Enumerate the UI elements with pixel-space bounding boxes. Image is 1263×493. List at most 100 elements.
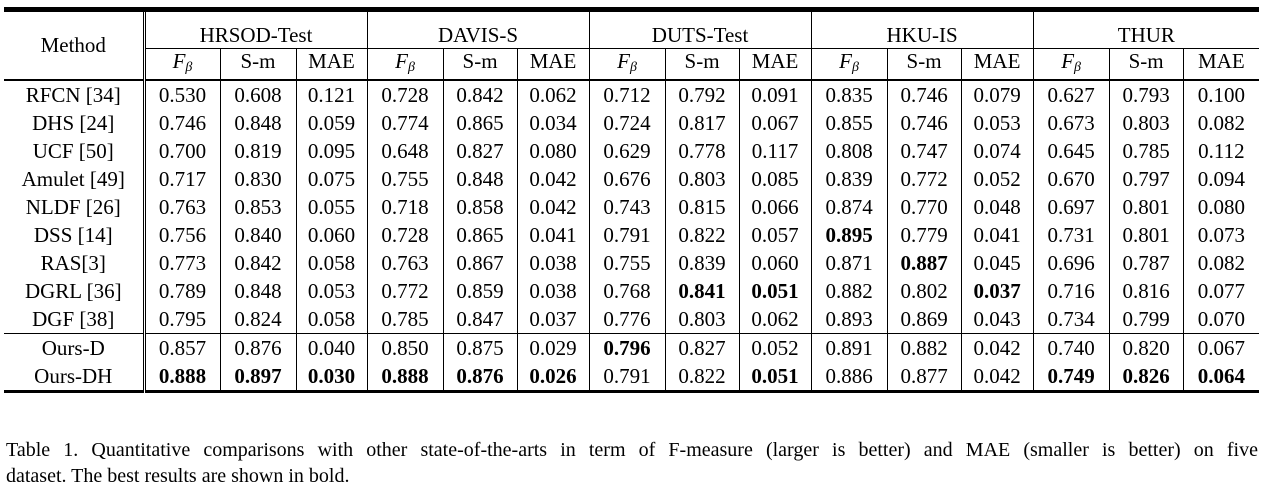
- dataset-header: THUR: [1032, 7, 1260, 49]
- table-row: UCF [50] 0.700 0.819 0.095 0.648 0.827 0.080 0.…: [4, 137, 1260, 165]
- value-cell: 0.026: [516, 362, 590, 393]
- value-cell: 0.776: [588, 305, 666, 334]
- value-cell: 0.718: [366, 193, 444, 221]
- value-cell: 0.670: [1032, 165, 1110, 193]
- value-cell: 0.840: [219, 221, 296, 249]
- value-cell: 0.075: [295, 165, 368, 193]
- value-cell: 0.080: [516, 137, 590, 165]
- value-cell: 0.755: [366, 165, 444, 193]
- value-cell: 0.763: [366, 249, 444, 277]
- value-cell: 0.841: [664, 277, 740, 305]
- value-cell: 0.815: [664, 193, 740, 221]
- value-cell: 0.029: [516, 333, 590, 362]
- value-cell: 0.756: [142, 221, 220, 249]
- value-cell: 0.801: [1108, 221, 1184, 249]
- value-cell: 0.030: [295, 362, 368, 393]
- value-cell: 0.042: [516, 193, 590, 221]
- caption-line: Table 1. Quantitative comparisons with o…: [6, 439, 1258, 461]
- value-cell: 0.778: [664, 137, 740, 165]
- table-caption: Table 1. Quantitative comparisons with o…: [6, 437, 1258, 489]
- value-cell: 0.785: [366, 305, 444, 334]
- metric-header: S-m: [1108, 48, 1184, 81]
- table-row: DSS [14] 0.756 0.840 0.060 0.728 0.865 0.041 0.…: [4, 221, 1260, 249]
- value-cell: 0.051: [738, 277, 812, 305]
- value-cell: 0.867: [442, 249, 518, 277]
- value-cell: 0.740: [1032, 333, 1110, 362]
- value-cell: 0.787: [1108, 249, 1184, 277]
- value-cell: 0.048: [960, 193, 1034, 221]
- method-cell: NLDF [26]: [25, 195, 121, 219]
- metric-header: S-m: [219, 48, 296, 81]
- value-cell: 0.045: [960, 249, 1034, 277]
- value-cell: 0.886: [810, 362, 888, 393]
- value-cell: 0.850: [366, 333, 444, 362]
- value-cell: 0.817: [664, 109, 740, 137]
- value-cell: 0.755: [588, 249, 666, 277]
- metric-header: MAE: [295, 48, 368, 81]
- value-cell: 0.793: [1108, 80, 1184, 109]
- value-cell: 0.772: [366, 277, 444, 305]
- value-cell: 0.746: [886, 80, 962, 109]
- value-cell: 0.067: [1182, 333, 1260, 362]
- value-cell: 0.082: [1182, 109, 1260, 137]
- value-cell: 0.700: [142, 137, 220, 165]
- metric-header: MAE: [738, 48, 812, 81]
- value-cell: 0.074: [960, 137, 1034, 165]
- method-cell: Ours-D: [4, 333, 144, 362]
- value-cell: 0.799: [1108, 305, 1184, 334]
- value-cell: 0.819: [219, 137, 296, 165]
- value-cell: 0.676: [588, 165, 666, 193]
- method-cell: Amulet [49]: [21, 167, 125, 191]
- method-cell: DGRL [36]: [24, 279, 122, 303]
- caption-line: dataset. The best results are shown in b…: [6, 465, 350, 487]
- value-cell: 0.043: [960, 305, 1034, 334]
- value-cell: 0.697: [1032, 193, 1110, 221]
- dataset-header: DAVIS-S: [366, 7, 590, 49]
- value-cell: 0.891: [810, 333, 888, 362]
- value-cell: 0.080: [1182, 193, 1260, 221]
- value-cell: 0.857: [142, 333, 220, 362]
- value-cell: 0.773: [142, 249, 220, 277]
- value-cell: 0.827: [442, 137, 518, 165]
- dataset-header: HKU-IS: [810, 7, 1034, 49]
- dataset-header: DUTS-Test: [588, 7, 812, 49]
- value-cell: 0.789: [142, 277, 220, 305]
- value-cell: 0.053: [295, 277, 368, 305]
- value-cell: 0.888: [366, 362, 444, 393]
- table-row: Ours-DH 0.888 0.897 0.030 0.888 0.876 0.026 0.7…: [4, 362, 1260, 393]
- value-cell: 0.042: [516, 165, 590, 193]
- table-row: DGRL [36] 0.789 0.848 0.053 0.772 0.859 0.038 0…: [4, 277, 1260, 305]
- value-cell: 0.712: [588, 80, 666, 109]
- value-cell: 0.842: [442, 80, 518, 109]
- metric-header: S-m: [664, 48, 740, 81]
- value-cell: 0.855: [810, 109, 888, 137]
- metric-header: S-m: [442, 48, 518, 81]
- value-cell: 0.079: [960, 80, 1034, 109]
- value-cell: 0.803: [1108, 109, 1184, 137]
- method-header: Method: [4, 7, 144, 81]
- value-cell: 0.795: [142, 305, 220, 334]
- value-cell: 0.064: [1182, 362, 1260, 393]
- value-cell: 0.865: [442, 109, 518, 137]
- value-cell: 0.062: [738, 305, 812, 334]
- table-row: NLDF [26] 0.763 0.853 0.055 0.718 0.858 0.042 0…: [4, 193, 1260, 221]
- metric-header-fbeta: Fβ: [1032, 48, 1110, 81]
- table-row: RFCN [34] 0.530 0.608 0.121 0.728 0.842 0.062 0…: [4, 80, 1260, 109]
- our-methods-group: Ours-D 0.857 0.876 0.040 0.850 0.875 0.029 0.79…: [4, 333, 1260, 393]
- value-cell: 0.042: [960, 333, 1034, 362]
- method-cell: RFCN [34]: [25, 83, 121, 107]
- results-table: Method HRSOD-Test DAVIS-S DUTS-Test HKU-…: [4, 7, 1260, 393]
- value-cell: 0.895: [810, 221, 888, 249]
- value-cell: 0.839: [810, 165, 888, 193]
- value-cell: 0.827: [664, 333, 740, 362]
- value-cell: 0.717: [142, 165, 220, 193]
- value-cell: 0.731: [1032, 221, 1110, 249]
- value-cell: 0.822: [664, 221, 740, 249]
- value-cell: 0.848: [219, 277, 296, 305]
- value-cell: 0.724: [588, 109, 666, 137]
- value-cell: 0.770: [886, 193, 962, 221]
- value-cell: 0.041: [960, 221, 1034, 249]
- value-cell: 0.875: [442, 333, 518, 362]
- value-cell: 0.848: [442, 165, 518, 193]
- value-cell: 0.877: [886, 362, 962, 393]
